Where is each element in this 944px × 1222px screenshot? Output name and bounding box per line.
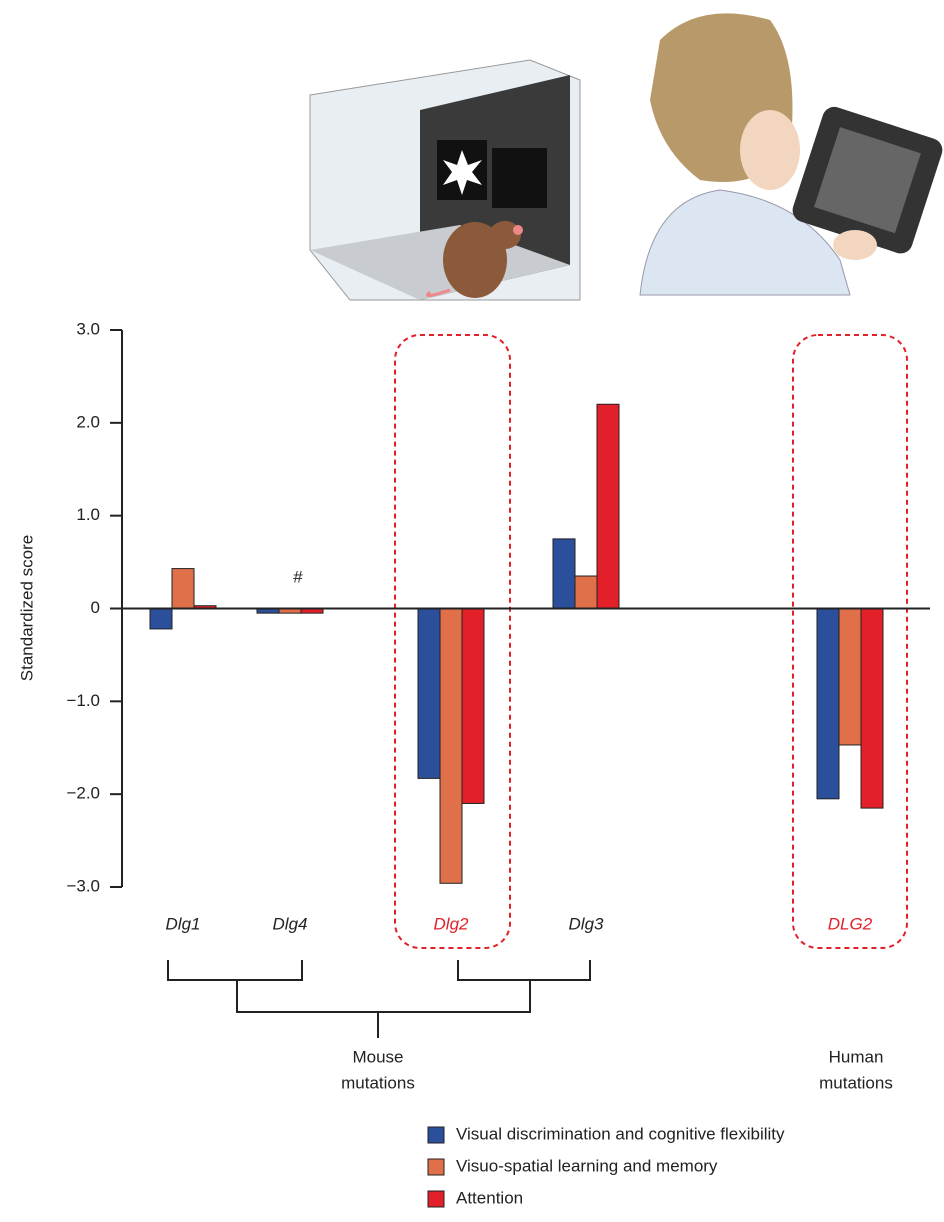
bar [861,609,883,809]
group-label: Human [829,1047,884,1066]
y-tick-label: 3.0 [76,319,100,338]
legend-swatch [428,1127,444,1143]
bar [597,404,619,608]
group-label: mutations [819,1073,893,1092]
y-tick-label: −1.0 [66,691,100,710]
group-label: Mouse [352,1047,403,1066]
human-tablet-illustration [640,13,944,295]
legend-swatch [428,1191,444,1207]
bar [553,539,575,609]
x-tick-label: Dlg2 [434,914,470,933]
bar [418,609,440,779]
chart: Standardized score # Mouse mutations Hum… [0,0,944,1222]
x-tick-label: DLG2 [828,914,873,933]
group-label: mutations [341,1073,415,1092]
legend-label: Visual discrimination and cognitive flex… [456,1124,785,1143]
bar [817,609,839,799]
brackets [168,960,590,1038]
y-tick-label: 2.0 [76,412,100,431]
legend-swatch [428,1159,444,1175]
bar [150,609,172,629]
x-tick-label: Dlg3 [569,914,605,933]
legend-label: Visuo-spatial learning and memory [456,1156,718,1175]
bar [839,609,861,745]
annotation: # [293,567,303,586]
bar [440,609,462,884]
bar [462,609,484,804]
x-tick-label: Dlg1 [166,914,201,933]
mouse-chamber-illustration [310,60,580,300]
y-axis-label: Standardized score [17,535,36,681]
legend-label: Attention [456,1188,523,1207]
y-tick-label: −2.0 [66,784,100,803]
y-tick-label: 0 [91,598,100,617]
bar [575,576,597,608]
x-tick-label: Dlg4 [273,914,308,933]
y-tick-label: 1.0 [76,505,100,524]
y-tick-label: −3.0 [66,876,100,895]
bar [172,569,194,609]
